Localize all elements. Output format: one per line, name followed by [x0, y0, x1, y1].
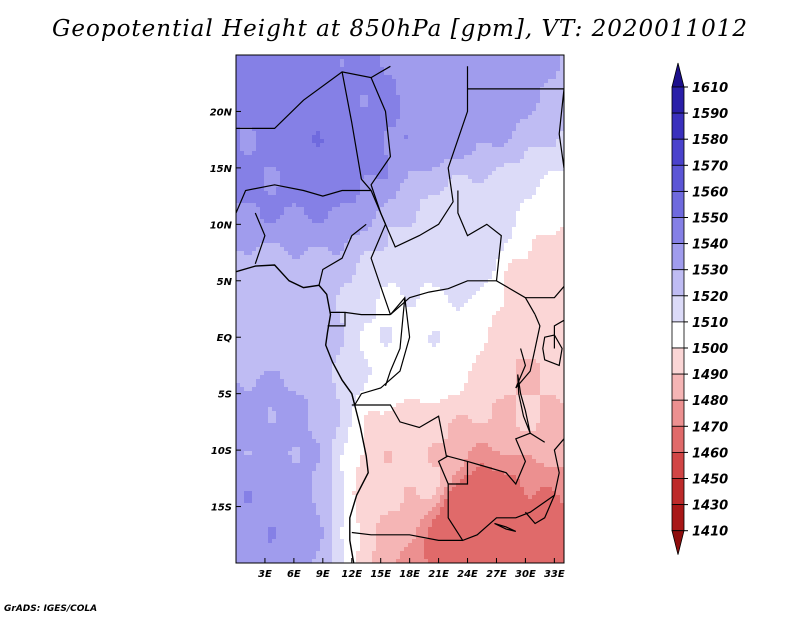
colorbar-segment [671, 399, 685, 427]
y-tick-label: 5S [218, 390, 232, 401]
colorbar-segment [671, 478, 685, 506]
colorbar-label: 1610 [692, 81, 728, 96]
country-border [236, 65, 391, 129]
y-tick-label: 10S [211, 446, 232, 457]
colorbar-segment [671, 138, 685, 166]
country-border [384, 297, 406, 386]
country-border [329, 311, 391, 316]
colorbar-segment [671, 373, 685, 401]
y-tick-label: 15S [211, 503, 232, 514]
colorbar-segment [671, 295, 685, 323]
colorbar-label: 1510 [692, 316, 728, 331]
colorbar-segment [671, 243, 685, 271]
country-border [524, 438, 564, 525]
lake-outline [542, 334, 563, 367]
country-border [437, 455, 449, 485]
colorbar-label: 1550 [692, 212, 728, 227]
country-border [553, 319, 564, 349]
y-tick-label: 15N [210, 164, 233, 175]
country-border [515, 348, 536, 389]
y-tick-label: 5N [217, 277, 233, 288]
x-tick-label: 27E [486, 569, 507, 580]
coastline [236, 264, 369, 563]
y-tick-label: 20N [210, 107, 233, 118]
colorbar-label: 1450 [692, 473, 728, 488]
country-borders [236, 65, 564, 563]
x-tick-label: 9E [316, 569, 330, 580]
y-tick-label: 10N [210, 220, 233, 231]
x-tick-label: 12E [341, 569, 362, 580]
colorbar-label: 1590 [692, 107, 728, 122]
lake-outline [494, 522, 517, 532]
colorbar-segment [671, 217, 685, 245]
height-field [236, 55, 564, 563]
x-tick-label: 21E [428, 569, 449, 580]
colorbar-label: 1490 [692, 368, 728, 383]
y-axis: 20N 15N 10N 5N EQ 5S 10S 15S [210, 107, 241, 514]
country-border [236, 184, 372, 214]
x-tick-label: 18E [399, 569, 420, 580]
map-title: Geopotential Height at 850hPa [gpm], VT:… [52, 16, 748, 42]
grads-credit: GrADS: IGES/COLA [4, 604, 98, 614]
colorbar-segment [671, 425, 685, 453]
colorbar-segment [671, 164, 685, 192]
colorbar-label: 1560 [692, 185, 728, 200]
country-border [351, 404, 555, 542]
colorbar-label: 1430 [692, 499, 728, 514]
colorbar-label: 1570 [692, 159, 728, 174]
x-tick-label: 15E [370, 569, 391, 580]
x-tick-label: 6E [287, 569, 301, 580]
plot-frame [235, 54, 565, 564]
country-border [351, 531, 463, 541]
colorbar-label: 1530 [692, 264, 728, 279]
country-border [467, 432, 546, 486]
colorbar-segment [671, 321, 685, 349]
colorbar-bottom-arrow [671, 530, 685, 555]
x-tick-label: 30E [515, 569, 536, 580]
country-border [558, 88, 564, 168]
lake-outline [517, 374, 531, 434]
country-border [525, 286, 564, 299]
country-border [370, 66, 469, 248]
colorbar-segment [671, 86, 685, 114]
colorbar-label: 1470 [692, 420, 728, 435]
colorbar-segment [671, 190, 685, 218]
colorbar-segment [671, 269, 685, 297]
colorbar-segment [671, 112, 685, 140]
colorbar-label: 1460 [692, 446, 728, 461]
colorbar-label: 1580 [692, 133, 728, 148]
country-border [534, 314, 541, 349]
country-border [327, 312, 346, 327]
colorbar-label: 1480 [692, 394, 728, 409]
colorbar-label: 1410 [692, 525, 728, 540]
country-border [390, 280, 536, 316]
x-tick-label: 33E [544, 569, 565, 580]
y-tick-label: EQ [217, 333, 233, 344]
colorbar-segment [671, 347, 685, 375]
colorbar-label: 1520 [692, 290, 728, 305]
country-border [318, 223, 367, 286]
x-tick-label: 24E [457, 569, 478, 580]
x-axis: 3E 6E 9E 12E 15E 18E 21E 24E 27E 30E 33E [258, 558, 565, 580]
country-border [457, 190, 502, 281]
country-border [254, 212, 266, 264]
colorbar-label: 1540 [692, 238, 728, 253]
colorbar-segment [671, 504, 685, 532]
colorbar: 1610 1590 1580 1570 1560 1550 1540 1530 1520 1510… [671, 62, 728, 555]
x-tick-label: 3E [258, 569, 272, 580]
colorbar-segment [671, 451, 685, 479]
lake-outline [563, 444, 564, 462]
colorbar-label: 1500 [692, 342, 728, 357]
colorbar-top-arrow [671, 62, 685, 88]
